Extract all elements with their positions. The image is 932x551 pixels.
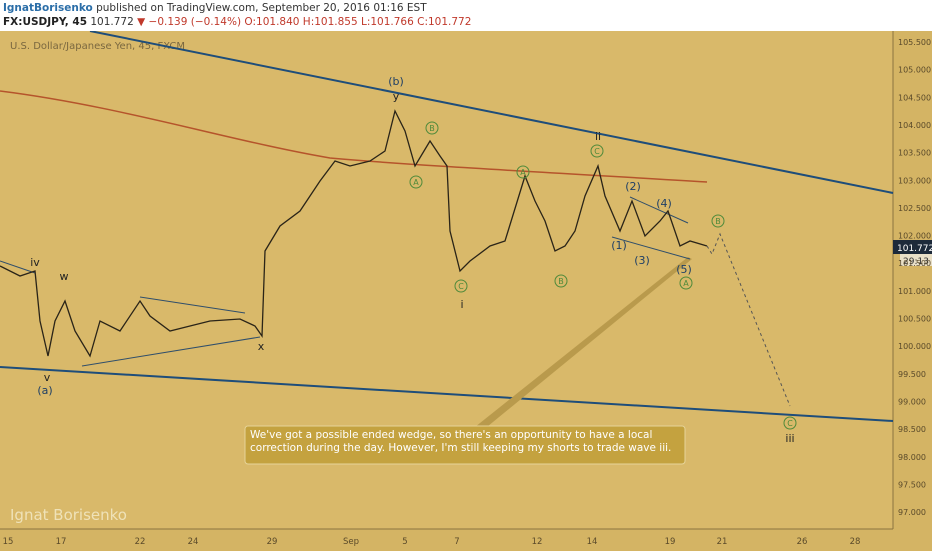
price-tick-label: 97.000 [898,508,926,517]
date-tick-label: 28 [850,537,861,547]
wave-label: y [393,90,400,103]
date-tick-label: 24 [188,537,199,547]
wave-circle [679,276,693,290]
pointer [470,257,692,431]
header-line-1: IgnatBorisenko published on TradingView.… [3,1,932,15]
wave-label: (4) [656,197,672,210]
price-tick-label: 98.000 [898,453,926,462]
date-tick-label: 15 [3,537,14,547]
price-tick-label: 104.000 [898,121,931,130]
wave-label: i [460,298,463,311]
annotation-box [244,425,686,465]
wedge-line [81,336,261,367]
published: published on TradingView.com, September … [96,2,427,14]
date-tick-label: 21 [717,537,728,547]
timer-bg [900,254,932,266]
date-tick-label: 12 [532,537,543,547]
author[interactable]: IgnatBorisenko [3,2,93,14]
wave-label: x [258,340,265,353]
wedge-line [611,236,691,260]
wave-label: B [429,124,435,133]
wave-circle [590,144,604,158]
wedge-line [139,296,246,314]
annotation-wrap: We've got a possible ended wedge, so the… [250,429,672,454]
wave-label: A [413,178,419,187]
wave-circle [425,121,439,135]
change: ▼ −0.139 (−0.14%) [137,16,242,28]
date-axis [0,529,893,551]
wedge-line [629,196,689,224]
header: IgnatBorisenko published on TradingView.… [0,0,932,31]
wave-label: C [458,282,464,291]
wave-circle [554,274,568,288]
wave-circle [409,175,423,189]
date-tick-label: 7 [454,537,459,547]
price-tick-label: 98.500 [898,425,926,434]
wave-label: (b) [388,75,404,88]
date-tick-label: 26 [797,537,808,547]
price-tag: 101.772 [897,244,932,254]
date-tick-label: 5 [402,537,407,547]
header-line-2: FX:USDJPY, 45 101.772 ▼ −0.139 (−0.14%) … [3,15,932,29]
ohlc: O:101.840 H:101.855 L:101.766 C:101.772 [244,16,472,28]
wave-label: ii [595,130,601,143]
wave-label: (1) [611,239,627,252]
wave-label: (3) [634,254,650,267]
wave-label: A [520,168,526,177]
price-axis [893,31,932,551]
price-tick-label: 102.500 [898,204,931,213]
price-tick-label: 101.500 [898,259,931,268]
wave-circle [454,279,468,293]
wave-label: w [60,270,69,283]
price-tick-label: 99.000 [898,397,926,406]
price-tick-label: 102.000 [898,232,931,241]
wave-label: (a) [37,384,52,397]
trend-line [0,366,894,422]
price-tick-label: 104.500 [898,93,931,102]
timer: 29:13 [903,257,929,267]
wave-circle [516,165,530,179]
price-tick-label: 99.500 [898,370,926,379]
last: 101.772 [90,16,134,28]
date-tick-label: 22 [135,537,146,547]
wave-label: (5) [676,263,692,276]
price-tag-bg [893,240,932,254]
wave-circle [783,416,797,430]
watermark: Ignat Borisenko [10,506,127,524]
wave-label: B [558,277,564,286]
wave-label: (2) [625,180,641,193]
price-line [0,109,708,358]
chart: U.S. Dollar/Japanese Yen, 45, FXCM Ignat… [0,31,932,551]
annotation: We've got a possible ended wedge, so the… [250,429,672,454]
moving-average [0,90,708,183]
wave-label: v [44,371,51,384]
chart-title: U.S. Dollar/Japanese Yen, 45, FXCM [10,41,185,52]
price-tick-label: 103.500 [898,149,931,158]
price-tick-label: 103.000 [898,176,931,185]
wave-label: C [787,419,793,428]
wedge-line [0,260,36,274]
price-tick-label: 100.000 [898,342,931,351]
date-tick-label: 29 [267,537,278,547]
wave-label: B [715,217,721,226]
wave-label: iv [30,256,40,269]
date-tick-label: 17 [56,537,67,547]
wave-label: A [683,279,689,288]
wave-circle [711,214,725,228]
price-tick-label: 100.500 [898,315,931,324]
date-tick-label: 19 [665,537,676,547]
price-tick-label: 105.000 [898,66,931,75]
date-tick-label: Sep [343,537,359,547]
price-tick-label: 105.500 [898,38,931,47]
price-tick-label: 101.000 [898,287,931,296]
wave-label: iii [785,432,794,445]
projection [706,232,791,407]
date-tick-label: 14 [587,537,598,547]
symbol: FX:USDJPY, 45 [3,16,87,28]
trend-line [89,31,894,194]
price-tick-label: 97.500 [898,480,926,489]
wave-label: C [594,147,600,156]
